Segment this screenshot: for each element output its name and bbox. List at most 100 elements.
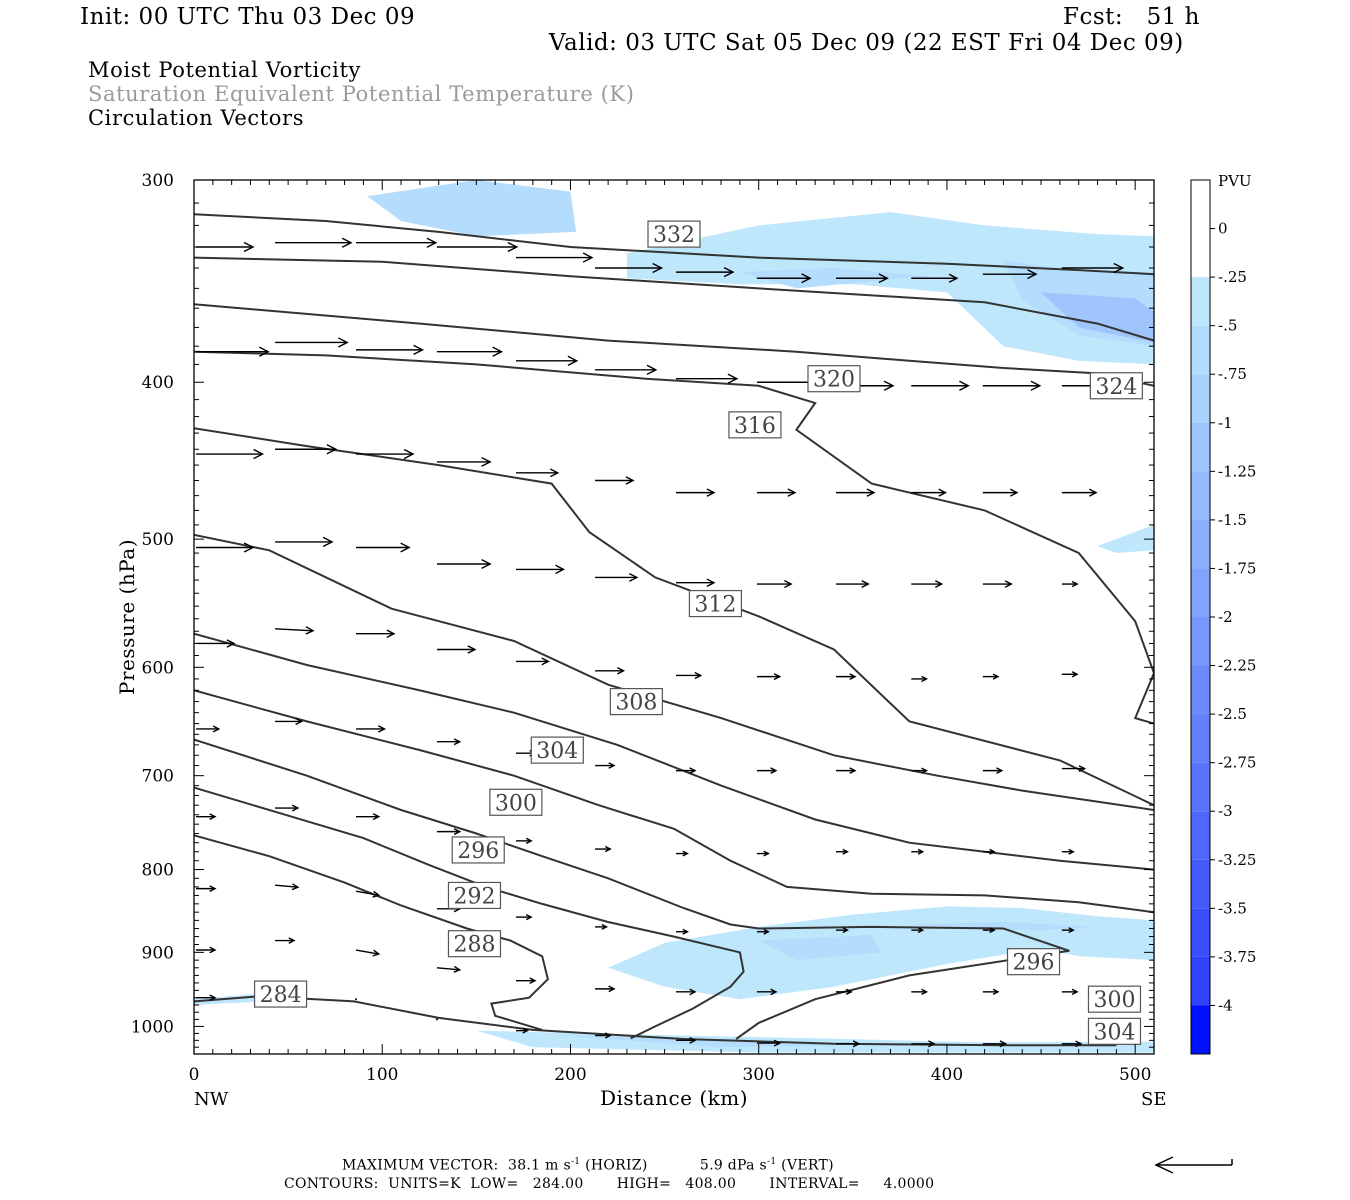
max-vector-line: MAXIMUM VECTOR: 38.1 m s-1 (HORIZ) 5.9 d… (342, 1157, 834, 1174)
circulation-vector (595, 985, 616, 993)
circulation-vector-head (784, 579, 793, 589)
circulation-vector (436, 456, 492, 467)
circulation-vector (436, 828, 462, 836)
circulation-vector-head (305, 626, 315, 635)
x-tick-label-500: 500 (1119, 1065, 1151, 1085)
circulation-vector (676, 266, 735, 278)
circulation-vector (196, 639, 236, 648)
circulation-vector-head (770, 988, 778, 996)
valid-time: Valid: 03 UTC Sat 05 Dec 09 (22 EST Fri … (549, 30, 1184, 56)
circulation-vector-head (682, 928, 689, 935)
colorbar-swatch (1191, 374, 1210, 423)
colorbar-swatch (1191, 908, 1210, 957)
circulation-vector-head (253, 448, 265, 460)
colorbar-swatch (1191, 228, 1210, 278)
x-tick-label-100: 100 (366, 1065, 398, 1085)
colorbar-swatch (1191, 568, 1210, 617)
circulation-vector-shaft (274, 884, 298, 888)
x-tick-label-200: 200 (554, 1065, 586, 1085)
circulation-vector-head (209, 885, 217, 892)
circulation-vector-head (928, 1040, 936, 1048)
y-tick-label-900: 900 (142, 943, 174, 963)
circulation-vector (356, 725, 387, 733)
circulation-vector (436, 738, 462, 746)
circulation-vector-head (1027, 269, 1038, 280)
circulation-vector-head (773, 673, 782, 681)
circulation-vector (435, 1018, 438, 1021)
circulation-vector (756, 673, 782, 681)
theta-es-contour-308 (194, 533, 1154, 811)
circulation-vector-head (770, 767, 778, 774)
colorbar-label: -.5 (1218, 317, 1237, 335)
circulation-vector-head (852, 1040, 861, 1048)
circulation-vector (595, 762, 616, 769)
circulation-vector (356, 344, 425, 356)
theta-es-contour-300 (194, 689, 1154, 914)
circulation-vector-head (1075, 1040, 1083, 1048)
circulation-vector-head (426, 237, 438, 248)
contour-label-296: 296 (1006, 948, 1061, 976)
circulation-vector-head (326, 444, 338, 455)
circulation-vector (196, 448, 265, 460)
circulation-vector (355, 890, 381, 898)
colorbar-label: -3.25 (1218, 851, 1256, 869)
circulation-vector (275, 337, 349, 348)
colorbar-label: -3.5 (1218, 899, 1247, 917)
circulation-vector (275, 717, 304, 726)
circulation-vector (274, 883, 300, 891)
circulation-vector-shaft (355, 949, 379, 955)
circulation-vector (836, 1040, 861, 1048)
circulation-vector-head (243, 542, 255, 553)
colorbar-swatch (1191, 859, 1210, 909)
circulation-vector-head (727, 373, 739, 384)
circulation-vector (911, 848, 925, 855)
colorbar-swatch (1191, 180, 1210, 229)
circulation-vector (982, 848, 996, 855)
circulation-vector (836, 988, 853, 996)
contour-label-box (807, 365, 861, 393)
circulation-vector (516, 837, 533, 845)
circulation-vector (356, 629, 396, 638)
y-tick-label-600: 600 (142, 658, 174, 678)
contour-label-text: 288 (453, 933, 495, 958)
circulation-vector-head (999, 1040, 1008, 1048)
forecast-hour: Fcst: 51 h (1063, 4, 1200, 30)
max-vector-vert: 5.9 dPa s (699, 1157, 768, 1174)
circulation-vector-head (989, 927, 996, 934)
circulation-vector-head (338, 337, 349, 348)
x-tick-label-300: 300 (742, 1065, 774, 1085)
circulation-vector-head (787, 488, 797, 497)
contour-label-box (1089, 372, 1143, 400)
colorbar-swatch (1191, 665, 1210, 715)
circulation-vector (196, 542, 255, 553)
circulation-vector-head (689, 767, 697, 774)
y-tick-label-1000: 1000 (131, 1017, 174, 1037)
circulation-vector-head (773, 1039, 782, 1047)
circulation-vector-head (706, 578, 716, 587)
max-vector-horiz: 38.1 m s (508, 1157, 571, 1174)
circulation-vector (836, 580, 870, 589)
circulation-vector-head (842, 848, 849, 855)
circulation-vector-head (849, 767, 857, 774)
circulation-vector (516, 355, 579, 366)
circulation-vector-head (921, 675, 929, 683)
colorbar-unit: PVU (1218, 172, 1252, 190)
circulation-vector-head (845, 988, 853, 996)
circulation-vector-dot (355, 998, 357, 1001)
circulation-vector-dot (435, 1018, 438, 1021)
circulation-vector (275, 626, 315, 635)
circulation-vector-head (1068, 927, 1075, 934)
circulation-vector-head (372, 949, 381, 957)
circulation-vector-head (706, 488, 716, 497)
circulation-vector (595, 923, 609, 930)
contour-label-text: 296 (457, 839, 499, 864)
contour-info-line: CONTOURS: UNITS=K LOW= 284.00 HIGH= 408.… (284, 1176, 935, 1192)
colorbar-swatch (1191, 519, 1210, 569)
contour-label-box (447, 881, 502, 910)
circulation-vector-head (1071, 671, 1079, 678)
circulation-vector (356, 237, 438, 248)
x-tick-label-0: 0 (189, 1065, 200, 1085)
circulation-vector (595, 1032, 612, 1039)
colorbar-swatch (1191, 714, 1210, 763)
circulation-vector (756, 988, 778, 996)
